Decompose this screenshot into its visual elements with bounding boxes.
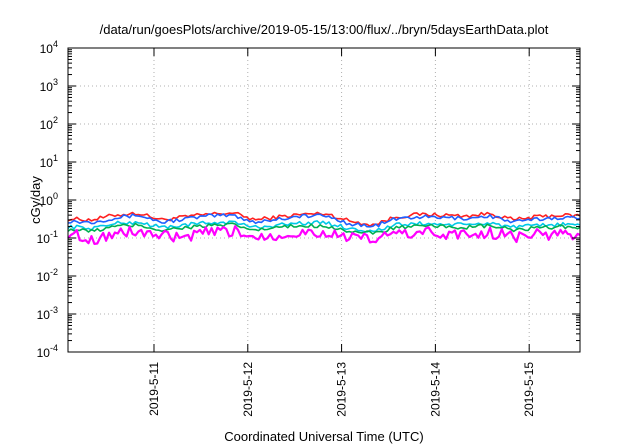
y-tick-label: 100 xyxy=(40,191,58,208)
y-tick-label: 104 xyxy=(40,39,58,56)
x-axis-label: Coordinated Universal Time (UTC) xyxy=(224,429,423,444)
x-axis: 2019-5-11 2019-5-12 2019-5-13 2019-5-14 2019… xyxy=(147,48,536,417)
y-tick-label: 10-2 xyxy=(37,267,58,284)
y-axis-label: cGy/day xyxy=(28,176,43,224)
x-tick-label: 2019-5-14 xyxy=(428,362,442,417)
x-tick-label: 2019-5-11 xyxy=(147,362,161,416)
y-tick-label: 101 xyxy=(40,153,58,170)
series-line-3 xyxy=(67,222,581,235)
x-tick-label: 2019-5-12 xyxy=(241,362,255,417)
y-axis: 10-4 10-3 10-2 10-1 100 101 102 103 104 xyxy=(37,39,580,360)
series-line-1 xyxy=(67,213,581,228)
x-tick-label: 2019-5-13 xyxy=(335,362,349,417)
grid-lines xyxy=(68,48,580,352)
series-line-4 xyxy=(67,225,581,245)
y-tick-label: 10-1 xyxy=(37,229,58,246)
y-tick-label: 10-4 xyxy=(37,343,58,360)
y-tick-label: 102 xyxy=(40,115,58,132)
y-tick-label: 10-3 xyxy=(37,305,58,322)
series-line-2 xyxy=(67,220,581,233)
series-layer xyxy=(67,211,581,245)
chart-title: /data/run/goesPlots/archive/2019-05-15/1… xyxy=(100,22,549,37)
y-tick-label: 103 xyxy=(40,77,58,94)
x-tick-label: 2019-5-15 xyxy=(522,362,536,417)
